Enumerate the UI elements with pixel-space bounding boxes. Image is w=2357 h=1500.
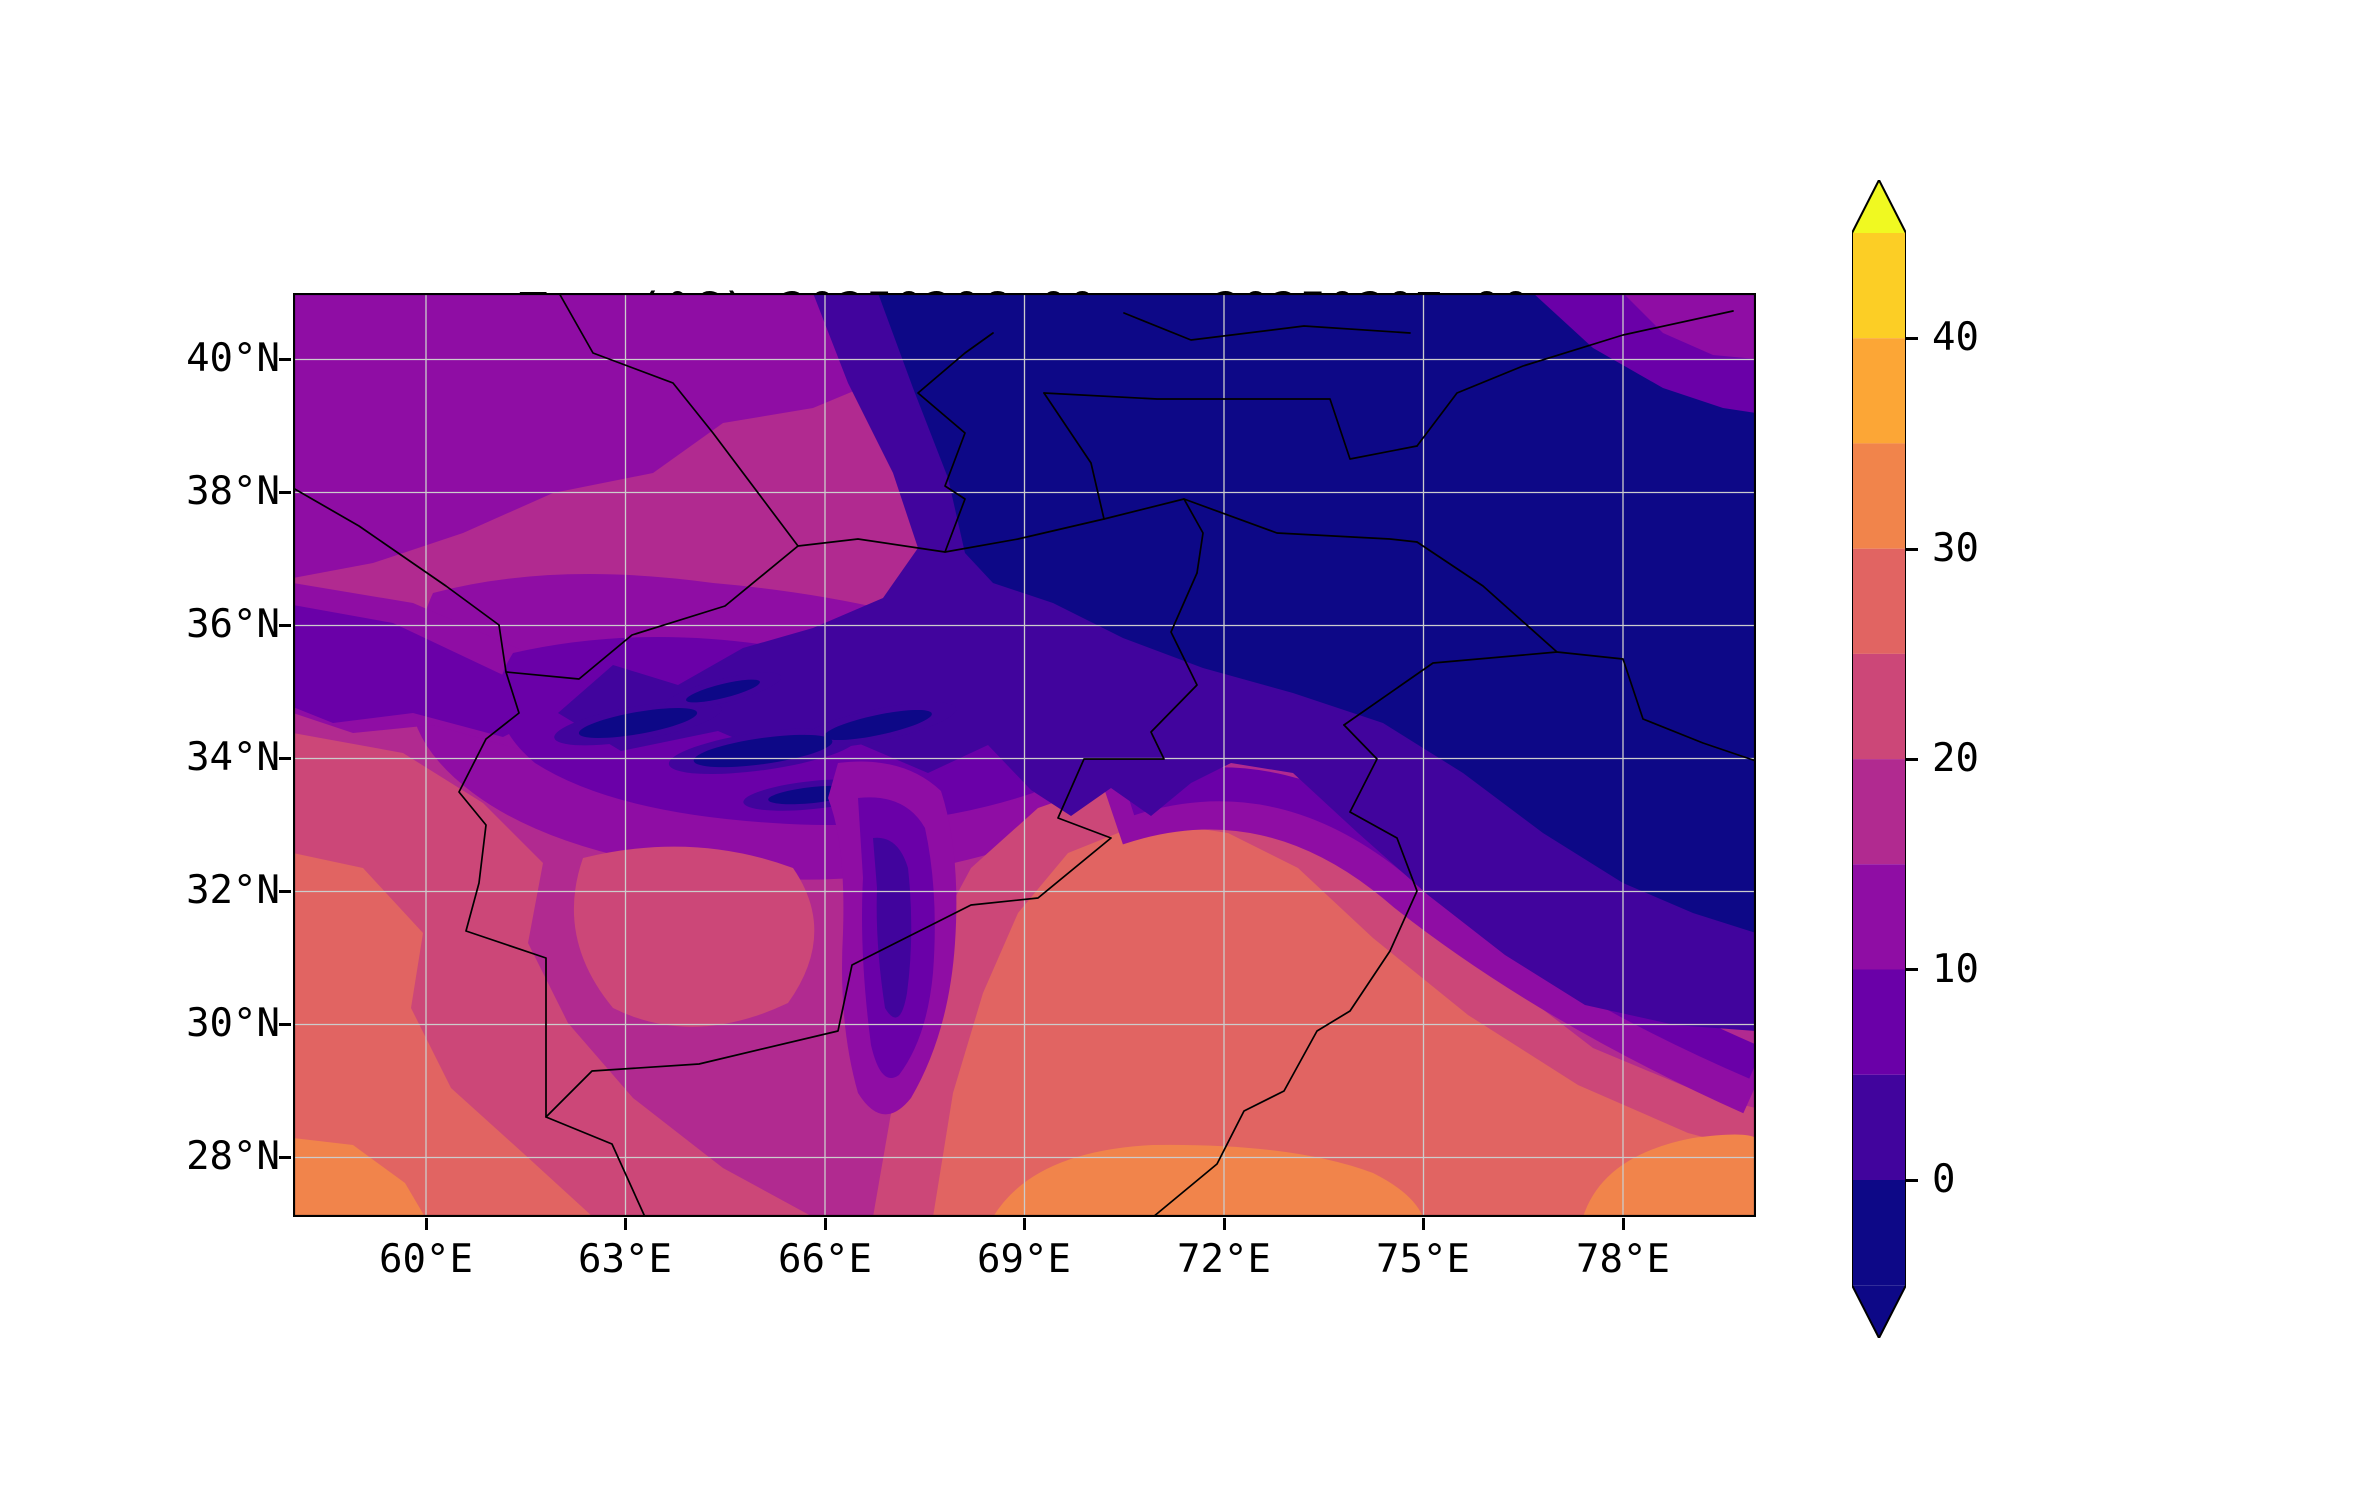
y-tick-mark — [279, 757, 291, 760]
y-tick-mark — [279, 624, 291, 627]
field-topright-patch — [1533, 293, 1756, 413]
y-tick-mark — [279, 1023, 291, 1026]
colorbar-tick-mark — [1906, 968, 1918, 971]
colorbar-tick-label: 0 — [1932, 1157, 1956, 1202]
latlon-gridlines — [293, 293, 1756, 1217]
x-tick-mark — [624, 1218, 627, 1230]
map-axes — [293, 293, 1756, 1217]
colorbar-tick-label: 40 — [1932, 315, 1979, 360]
x-tick-label: 78°E — [1576, 1237, 1670, 1282]
x-tick-mark — [824, 1218, 827, 1230]
colorbar-band — [1852, 653, 1906, 760]
colorbar-band — [1852, 233, 1906, 339]
y-tick-label: 38°N — [186, 469, 280, 514]
y-tick-label: 30°N — [186, 1001, 280, 1046]
x-tick-mark — [1622, 1218, 1625, 1230]
y-tick-mark — [279, 1156, 291, 1159]
x-tick-label: 63°E — [578, 1237, 672, 1282]
colorbar-under-arrow — [1852, 1285, 1906, 1338]
x-tick-label: 60°E — [379, 1237, 473, 1282]
colorbar-band — [1852, 443, 1906, 549]
x-tick-label: 75°E — [1376, 1237, 1470, 1282]
colorbar-tick-mark — [1906, 1179, 1918, 1182]
colorbar-band — [1852, 864, 1906, 970]
colorbar-over-arrow — [1852, 180, 1906, 233]
colorbar-tick-label: 30 — [1932, 526, 1979, 571]
x-tick-mark — [1023, 1218, 1026, 1230]
colorbar-tick-mark — [1906, 758, 1918, 761]
x-tick-label: 72°E — [1177, 1237, 1271, 1282]
y-tick-label: 36°N — [186, 602, 280, 647]
colorbar-tick-label: 10 — [1932, 947, 1979, 992]
colorbar-band — [1852, 969, 1906, 1075]
y-tick-mark — [279, 890, 291, 893]
colorbar-svg — [1851, 177, 1907, 1341]
colorbar-band — [1852, 1180, 1906, 1286]
x-tick-mark — [425, 1218, 428, 1230]
x-tick-mark — [1422, 1218, 1425, 1230]
axes-spine — [293, 293, 1756, 1217]
map-field-svg — [293, 293, 1756, 1217]
colorbar — [1851, 177, 1907, 1341]
x-tick-mark — [1223, 1218, 1226, 1230]
colorbar-band — [1852, 759, 1906, 865]
colorbar-band — [1852, 338, 1906, 444]
y-tick-label: 28°N — [186, 1134, 280, 1179]
colorbar-tick-label: 20 — [1932, 736, 1979, 781]
y-tick-label: 40°N — [186, 336, 280, 381]
y-tick-label: 34°N — [186, 735, 280, 780]
x-tick-label: 66°E — [778, 1237, 872, 1282]
y-tick-mark — [279, 491, 291, 494]
field-salmon-regions — [293, 821, 1756, 1217]
country-borders — [293, 293, 1756, 1217]
field-cool-tongue — [828, 761, 957, 1115]
y-tick-label: 32°N — [186, 868, 280, 913]
x-tick-label: 69°E — [977, 1237, 1071, 1282]
colorbar-band — [1852, 1074, 1906, 1180]
colorbar-band — [1852, 548, 1906, 654]
y-tick-mark — [279, 358, 291, 361]
colorbar-tick-mark — [1906, 548, 1918, 551]
colorbar-tick-mark — [1906, 337, 1918, 340]
